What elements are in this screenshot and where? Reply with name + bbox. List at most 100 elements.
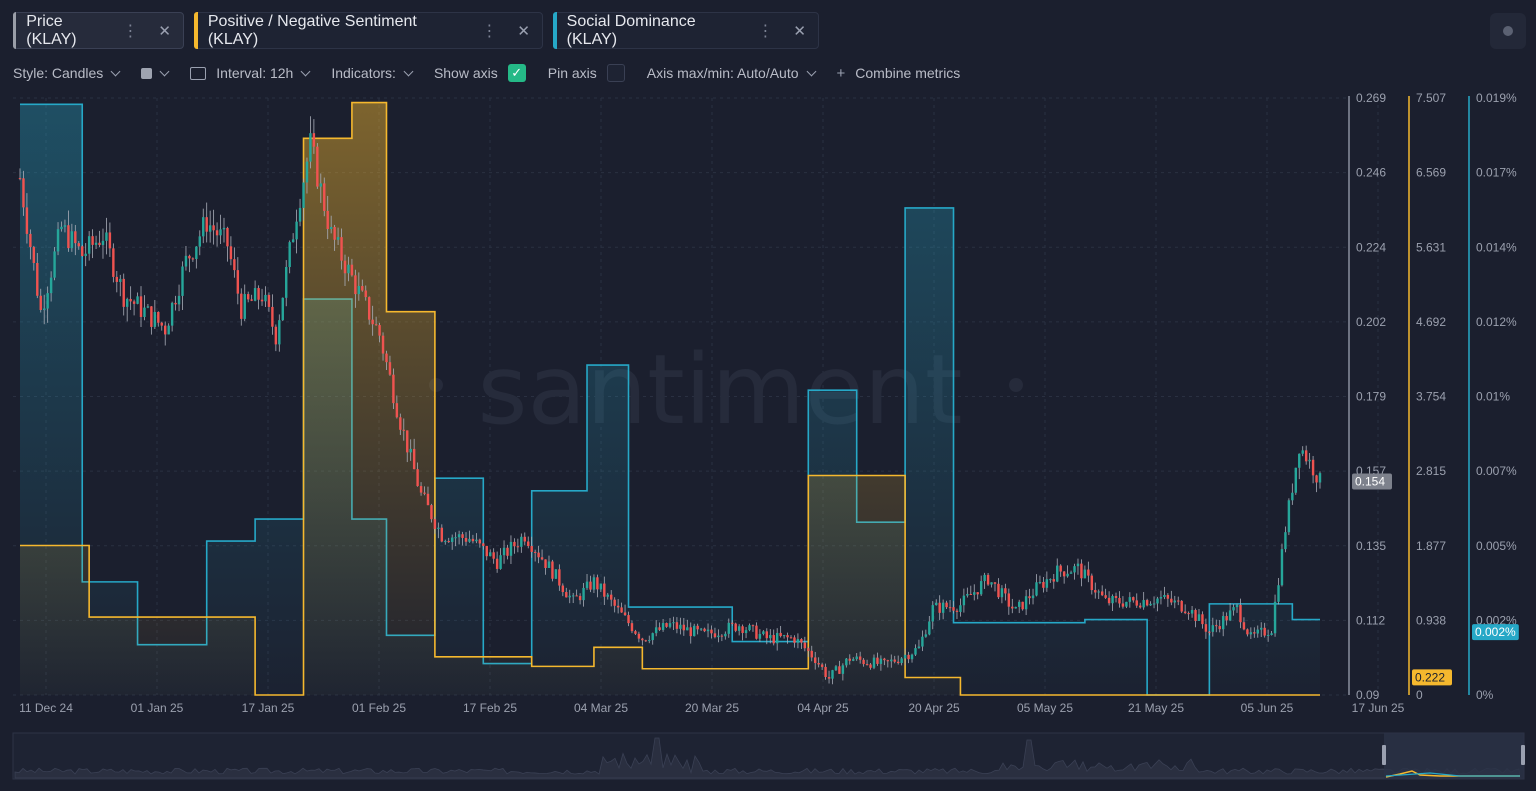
candle-body xyxy=(385,353,388,363)
candle-body xyxy=(1087,569,1090,576)
date-tick-label: 21 May 25 xyxy=(1128,701,1184,715)
color-swatch-icon xyxy=(141,67,153,79)
more-vertical-icon[interactable]: ⋮ xyxy=(122,22,139,40)
close-icon[interactable]: ✕ xyxy=(158,22,171,40)
candle-body xyxy=(198,236,201,247)
candle-body xyxy=(143,307,146,317)
candle-body xyxy=(1083,569,1087,579)
candle-body xyxy=(834,666,838,671)
candle-body xyxy=(1228,610,1232,621)
close-icon[interactable]: ✕ xyxy=(517,22,530,40)
candle-body xyxy=(720,635,724,637)
indicators-dropdown[interactable]: Indicators: xyxy=(331,65,414,81)
chevron-down-icon xyxy=(159,66,170,76)
candle-body xyxy=(734,623,737,631)
tab-sentiment[interactable]: Positive / Negative Sentiment (KLAY) ⋮ ✕ xyxy=(194,12,543,49)
candle-body xyxy=(1215,625,1218,627)
price-tick-label: 0.09 xyxy=(1356,688,1380,702)
dominance-tick-label: 0.017% xyxy=(1476,166,1517,180)
candle-body xyxy=(1239,604,1242,623)
candle-body xyxy=(1090,575,1094,591)
candle-body xyxy=(606,594,609,597)
candle-body xyxy=(710,629,713,634)
checkbox-unchecked-icon[interactable] xyxy=(606,64,625,82)
sentiment-tick-label: 5.631 xyxy=(1416,240,1446,254)
candle-body xyxy=(1017,601,1021,607)
tab-price[interactable]: Price (KLAY) ⋮ ✕ xyxy=(13,12,184,49)
candle-body xyxy=(302,182,305,208)
tab-color-bar xyxy=(13,12,17,49)
candle-body xyxy=(1308,459,1311,462)
candle-body xyxy=(713,633,717,638)
candle-body xyxy=(855,656,858,660)
candle-body xyxy=(1273,601,1277,634)
candle-body xyxy=(1021,601,1024,610)
tab-social-dominance[interactable]: Social Dominance (KLAY) ⋮ ✕ xyxy=(553,12,819,49)
candle-body xyxy=(731,622,734,624)
checkbox-checked-icon[interactable]: ✓ xyxy=(507,64,526,82)
candle-body xyxy=(347,264,350,274)
axis-maxmin-dropdown[interactable]: Axis max/min: Auto/Auto xyxy=(647,65,816,81)
candle-body xyxy=(274,326,278,345)
candle-body xyxy=(1173,600,1176,603)
candle-body xyxy=(886,660,890,662)
pin-axis-label: Pin axis xyxy=(547,65,597,81)
candle-body xyxy=(796,639,800,643)
candle-body xyxy=(1218,626,1221,630)
interval-dropdown[interactable]: Interval: 12h xyxy=(190,65,311,81)
candle-body xyxy=(727,622,730,634)
price-current-badge xyxy=(1352,473,1392,490)
candle-body xyxy=(160,322,163,326)
dominance-tick-label: 0% xyxy=(1476,688,1494,702)
candle-body xyxy=(464,537,468,542)
candle-body xyxy=(744,630,748,634)
show-axis-toggle[interactable]: Show axis ✓ xyxy=(434,64,526,82)
candle-body xyxy=(46,293,49,309)
candle-body xyxy=(70,231,74,249)
candle-body xyxy=(610,594,613,600)
candle-body xyxy=(18,178,22,180)
candle-body xyxy=(585,581,589,588)
candle-body xyxy=(706,629,710,632)
candle-body xyxy=(696,625,699,630)
candle-body xyxy=(779,632,782,637)
candle-body xyxy=(945,602,948,608)
combine-metrics-button[interactable]: + Combine metrics xyxy=(837,65,961,82)
pin-axis-toggle[interactable]: Pin axis xyxy=(548,64,625,82)
chart-canvas[interactable]: santiment 0.2690.2460.2240.2020.1790.157… xyxy=(0,88,1536,791)
date-tick-label: 05 May 25 xyxy=(1017,701,1073,715)
candle-body xyxy=(1142,600,1145,608)
candle-body xyxy=(1152,603,1156,605)
chevron-down-icon xyxy=(300,66,311,76)
candle-body xyxy=(758,633,762,639)
record-button[interactable] xyxy=(1490,13,1526,49)
candle-body xyxy=(188,255,191,259)
candle-body xyxy=(1287,500,1291,533)
candle-body xyxy=(689,627,692,637)
candle-body xyxy=(1038,582,1042,584)
candle-body xyxy=(208,225,212,232)
candle-body xyxy=(371,319,374,325)
candle-body xyxy=(1256,629,1259,634)
navigator-sentiment-line xyxy=(1385,770,1520,778)
more-vertical-icon[interactable]: ⋮ xyxy=(481,22,498,40)
value-axes: 0.2690.2460.2240.2020.1790.1570.1350.112… xyxy=(1348,91,1519,702)
candle-body xyxy=(807,648,810,651)
candle-body xyxy=(381,335,385,354)
candle-body xyxy=(782,635,786,637)
watermark: santiment xyxy=(477,334,962,446)
candle-body xyxy=(309,133,312,162)
more-vertical-icon[interactable]: ⋮ xyxy=(757,22,774,40)
style-dropdown[interactable]: Style: Candles xyxy=(13,65,121,81)
navigator-handle-left xyxy=(1382,745,1386,765)
candle-body xyxy=(426,493,430,506)
dominance-tick-label: 0.019% xyxy=(1476,91,1517,105)
dominance-tick-label: 0.002% xyxy=(1476,613,1517,627)
candle-body xyxy=(416,469,419,487)
candle-body xyxy=(1000,588,1004,598)
close-icon[interactable]: ✕ xyxy=(793,22,806,40)
tab-color-bar xyxy=(553,12,557,49)
range-navigator[interactable] xyxy=(12,732,1525,780)
color-dropdown[interactable] xyxy=(141,66,170,79)
candle-body xyxy=(762,631,765,634)
